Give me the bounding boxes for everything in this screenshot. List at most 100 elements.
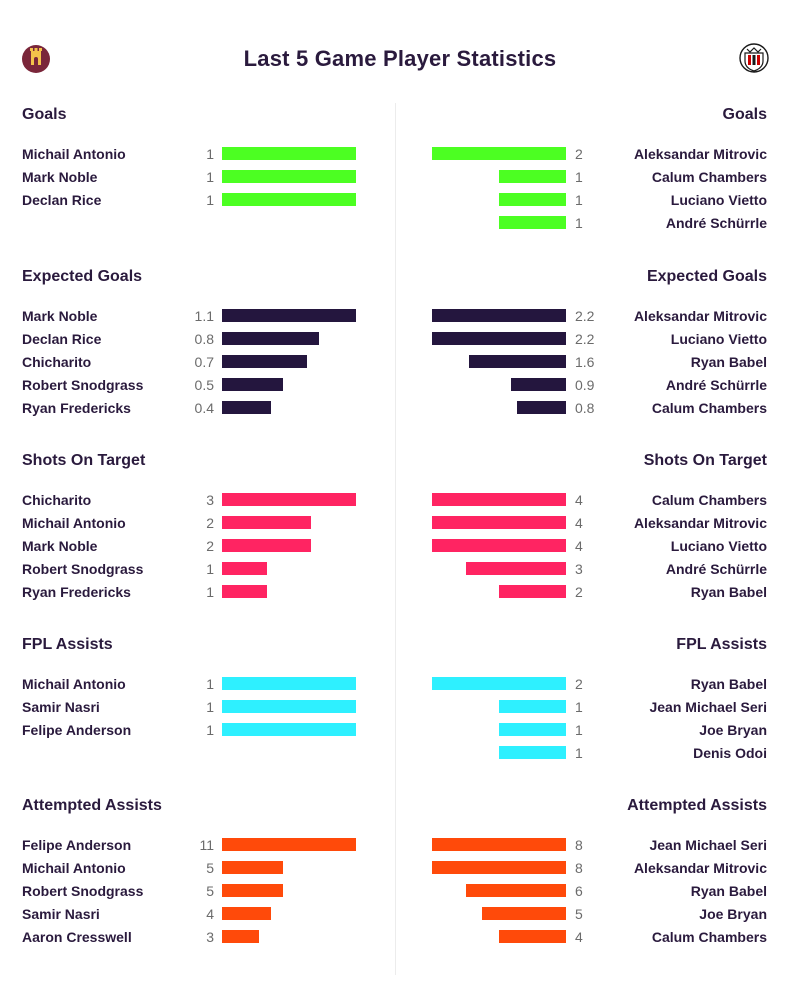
home-value-label: 0.5 — [194, 377, 214, 393]
away-player-name: Calum Chambers — [651, 929, 767, 945]
away-player-name: André Schürrle — [665, 561, 767, 577]
away-value-label: 4 — [575, 538, 583, 554]
home-player-name: Ryan Fredericks — [22, 584, 131, 600]
away-player-name: Aleksandar Mitrovic — [633, 146, 767, 162]
away-bar — [517, 401, 566, 414]
west-ham-crest-icon — [22, 45, 50, 73]
away-player-name: Jean Michael Seri — [649, 699, 767, 715]
away-bar — [499, 585, 566, 598]
away-player-name: André Schürrle — [665, 215, 767, 231]
away-bar — [499, 723, 566, 736]
away-player-name: Aleksandar Mitrovic — [633, 860, 767, 876]
home-player-name: Michail Antonio — [22, 515, 126, 531]
away-value-label: 1 — [575, 169, 583, 185]
away-player-name: Luciano Vietto — [670, 538, 767, 554]
away-value-label: 2 — [575, 584, 583, 600]
away-bar — [499, 930, 566, 943]
home-player-name: Mark Noble — [22, 169, 98, 185]
goals-title-home: Goals — [22, 106, 67, 123]
away-bar — [432, 838, 566, 851]
away-bar — [432, 677, 566, 690]
home-value-label: 1 — [206, 561, 214, 577]
away-player-name: Ryan Babel — [690, 676, 767, 692]
away-bar — [465, 562, 566, 575]
away-bar — [499, 746, 566, 759]
home-bar — [222, 723, 356, 736]
page-title: Last 5 Game Player Statistics — [243, 46, 557, 71]
away-player-name: Aleksandar Mitrovic — [633, 308, 767, 324]
home-bar — [222, 700, 356, 713]
away-bar — [432, 493, 566, 506]
away-player-name: Ryan Babel — [690, 883, 767, 899]
home-bar — [222, 332, 320, 345]
home-value-label: 4 — [206, 906, 214, 922]
away-bar — [432, 332, 566, 345]
away-bar — [499, 193, 566, 206]
away-value-label: 8 — [575, 860, 583, 876]
shots-on-target-title-away: Shots On Target — [643, 452, 767, 469]
home-value-label: 3 — [206, 929, 214, 945]
away-player-name: Denis Odoi — [693, 745, 767, 761]
home-player-name: Ryan Fredericks — [22, 400, 131, 416]
fulham-crest-icon — [739, 43, 769, 73]
away-player-name: Luciano Vietto — [670, 192, 767, 208]
home-value-label: 2 — [206, 515, 214, 531]
away-player-name: Luciano Vietto — [670, 331, 767, 347]
home-bar — [222, 147, 356, 160]
home-value-label: 11 — [199, 837, 214, 853]
away-value-label: 1 — [575, 699, 583, 715]
away-value-label: 0.8 — [575, 400, 595, 416]
home-player-name: Declan Rice — [22, 192, 102, 208]
away-player-name: Joe Bryan — [699, 906, 767, 922]
home-bar — [222, 378, 283, 391]
away-bar — [432, 147, 566, 160]
away-bar — [499, 216, 566, 229]
away-value-label: 4 — [575, 492, 583, 508]
away-bar — [465, 884, 566, 897]
attempted-assists-title-home: Attempted Assists — [22, 797, 162, 814]
away-bar — [499, 170, 566, 183]
away-value-label: 6 — [575, 883, 583, 899]
home-player-name: Michail Antonio — [22, 860, 126, 876]
away-value-label: 2.2 — [575, 331, 595, 347]
away-bar — [432, 861, 566, 874]
home-bar — [222, 355, 308, 368]
home-value-label: 0.4 — [194, 400, 214, 416]
away-player-name: Calum Chambers — [651, 492, 767, 508]
away-bar — [468, 355, 566, 368]
away-value-label: 2 — [575, 146, 583, 162]
home-bar — [222, 401, 271, 414]
home-value-label: 0.8 — [194, 331, 214, 347]
away-player-name: Joe Bryan — [699, 722, 767, 738]
home-player-name: Michail Antonio — [22, 146, 126, 162]
home-bar — [222, 493, 356, 506]
away-value-label: 1 — [575, 215, 583, 231]
away-value-label: 4 — [575, 515, 583, 531]
home-bar — [222, 838, 356, 851]
expected-goals-title-home: Expected Goals — [22, 268, 143, 285]
away-value-label: 1.6 — [575, 354, 595, 370]
fpl-assists-title-away: FPL Assists — [676, 636, 767, 653]
away-value-label: 1 — [575, 745, 583, 761]
goals-title-away: Goals — [722, 106, 767, 123]
home-value-label: 0.7 — [194, 354, 214, 370]
home-bar — [222, 930, 259, 943]
home-bar — [222, 884, 283, 897]
home-value-label: 3 — [206, 492, 214, 508]
home-bar — [222, 861, 283, 874]
home-value-label: 1 — [206, 192, 214, 208]
away-bar — [432, 309, 566, 322]
home-value-label: 1 — [206, 676, 214, 692]
away-value-label: 1 — [575, 722, 583, 738]
attempted-assists-title-away: Attempted Assists — [627, 797, 767, 814]
home-player-name: Chicharito — [22, 354, 92, 370]
away-value-label: 1 — [575, 192, 583, 208]
away-value-label: 3 — [575, 561, 583, 577]
home-bar — [222, 516, 312, 529]
home-value-label: 1 — [206, 146, 214, 162]
away-player-name: Calum Chambers — [651, 169, 767, 185]
home-bar — [222, 193, 356, 206]
away-value-label: 5 — [575, 906, 583, 922]
home-value-label: 5 — [206, 883, 214, 899]
away-value-label: 2 — [575, 676, 583, 692]
